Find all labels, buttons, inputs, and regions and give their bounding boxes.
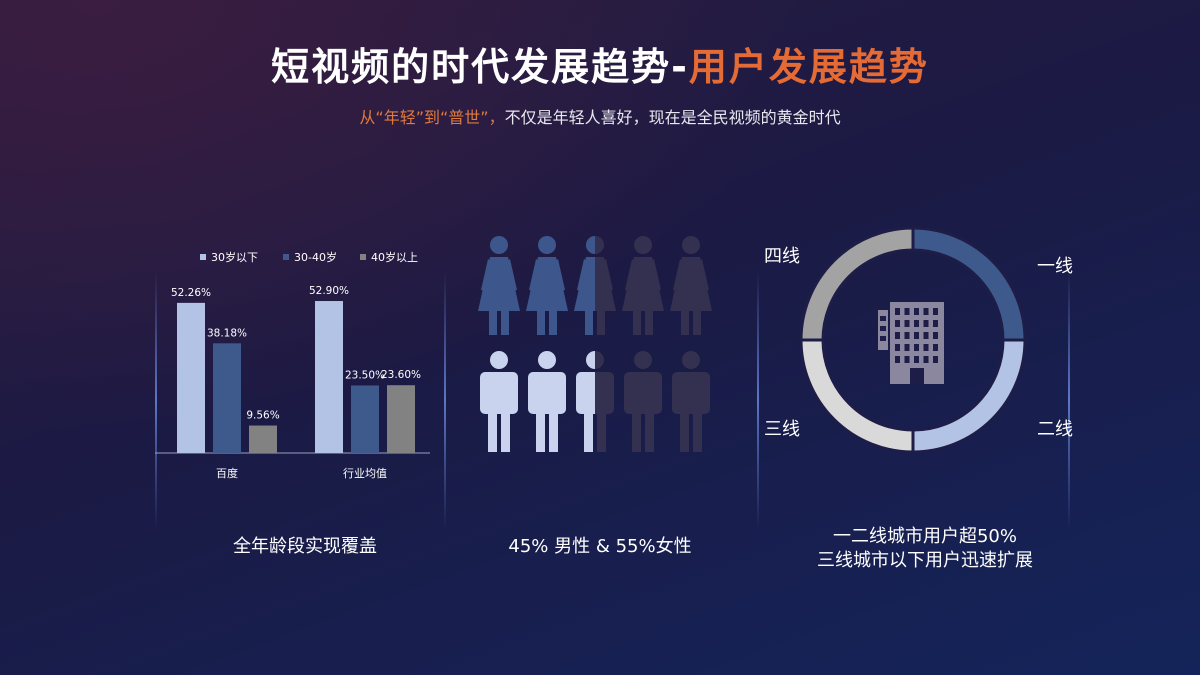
female-icon — [670, 236, 712, 335]
male-icon — [576, 351, 614, 452]
bar — [249, 425, 277, 453]
legend-label: 30-40岁 — [294, 250, 337, 264]
bar — [387, 385, 415, 453]
female-icon — [526, 236, 568, 335]
x-tick-label: 百度 — [216, 466, 238, 480]
bar-value-label: 38.18% — [207, 327, 247, 339]
divider-2 — [444, 270, 446, 530]
title-main: 短视频的时代发展趋势- — [271, 45, 689, 89]
bar-value-label: 52.26% — [171, 287, 211, 299]
bar-value-label: 9.56% — [246, 410, 279, 422]
bar-caption: 全年龄段实现覆盖 — [233, 536, 377, 557]
bar — [177, 302, 205, 453]
legend-swatch — [283, 254, 289, 260]
legend-label: 40岁以上 — [371, 250, 418, 264]
page-title: 短视频的时代发展趋势-用户发展趋势 — [0, 36, 1200, 91]
building-icon — [878, 302, 944, 384]
legend-label: 30岁以下 — [211, 250, 258, 264]
donut-caption: 一二线城市用户超50% 三线城市以下用户迅速扩展 — [760, 525, 1090, 573]
donut-segment — [799, 226, 915, 342]
bar-value-label: 23.60% — [381, 369, 421, 381]
pictogram-caption: 45% 男性 & 55%女性 — [508, 536, 692, 557]
male-icon — [672, 351, 710, 452]
male-icon — [528, 351, 566, 452]
legend-swatch — [200, 254, 206, 260]
title-accent: 用户发展趋势 — [688, 45, 929, 89]
female-icon — [478, 236, 520, 335]
bar — [315, 301, 343, 453]
male-icon — [624, 351, 662, 452]
gender-pictogram — [478, 236, 712, 452]
donut-label: 一线 — [1037, 256, 1073, 277]
divider-4 — [1068, 270, 1070, 530]
donut-caption-line1: 一二线城市用户超50% — [832, 526, 1017, 547]
donut-caption-line2: 三线城市以下用户迅速扩展 — [817, 550, 1033, 571]
bar-value-label: 52.90% — [309, 285, 349, 297]
divider-3 — [757, 270, 759, 530]
page-subtitle: 从“年轻”到“普世”，不仅是年轻人喜好，现在是全民视频的黄金时代 — [0, 104, 1200, 128]
donut-label: 三线 — [764, 419, 800, 440]
female-icon — [622, 236, 664, 335]
female-icon — [574, 236, 616, 335]
male-icon — [480, 351, 518, 452]
age-bar-chart: 30岁以下 30-40岁 40岁以上 52.26% 38.18% 9.56% 百度 52.90… — [155, 250, 430, 480]
divider-1 — [155, 270, 157, 530]
legend-swatch — [360, 254, 366, 260]
donut-label: 二线 — [1037, 419, 1073, 440]
bar — [213, 343, 241, 453]
subtitle-accent: 从“年轻”到“普世”， — [359, 108, 505, 127]
subtitle-rest: 不仅是年轻人喜好，现在是全民视频的黄金时代 — [504, 108, 841, 127]
bar — [351, 385, 379, 453]
bar-value-label: 23.50% — [345, 369, 385, 381]
x-tick-label: 行业均值 — [343, 467, 387, 480]
donut-label: 四线 — [764, 246, 800, 267]
